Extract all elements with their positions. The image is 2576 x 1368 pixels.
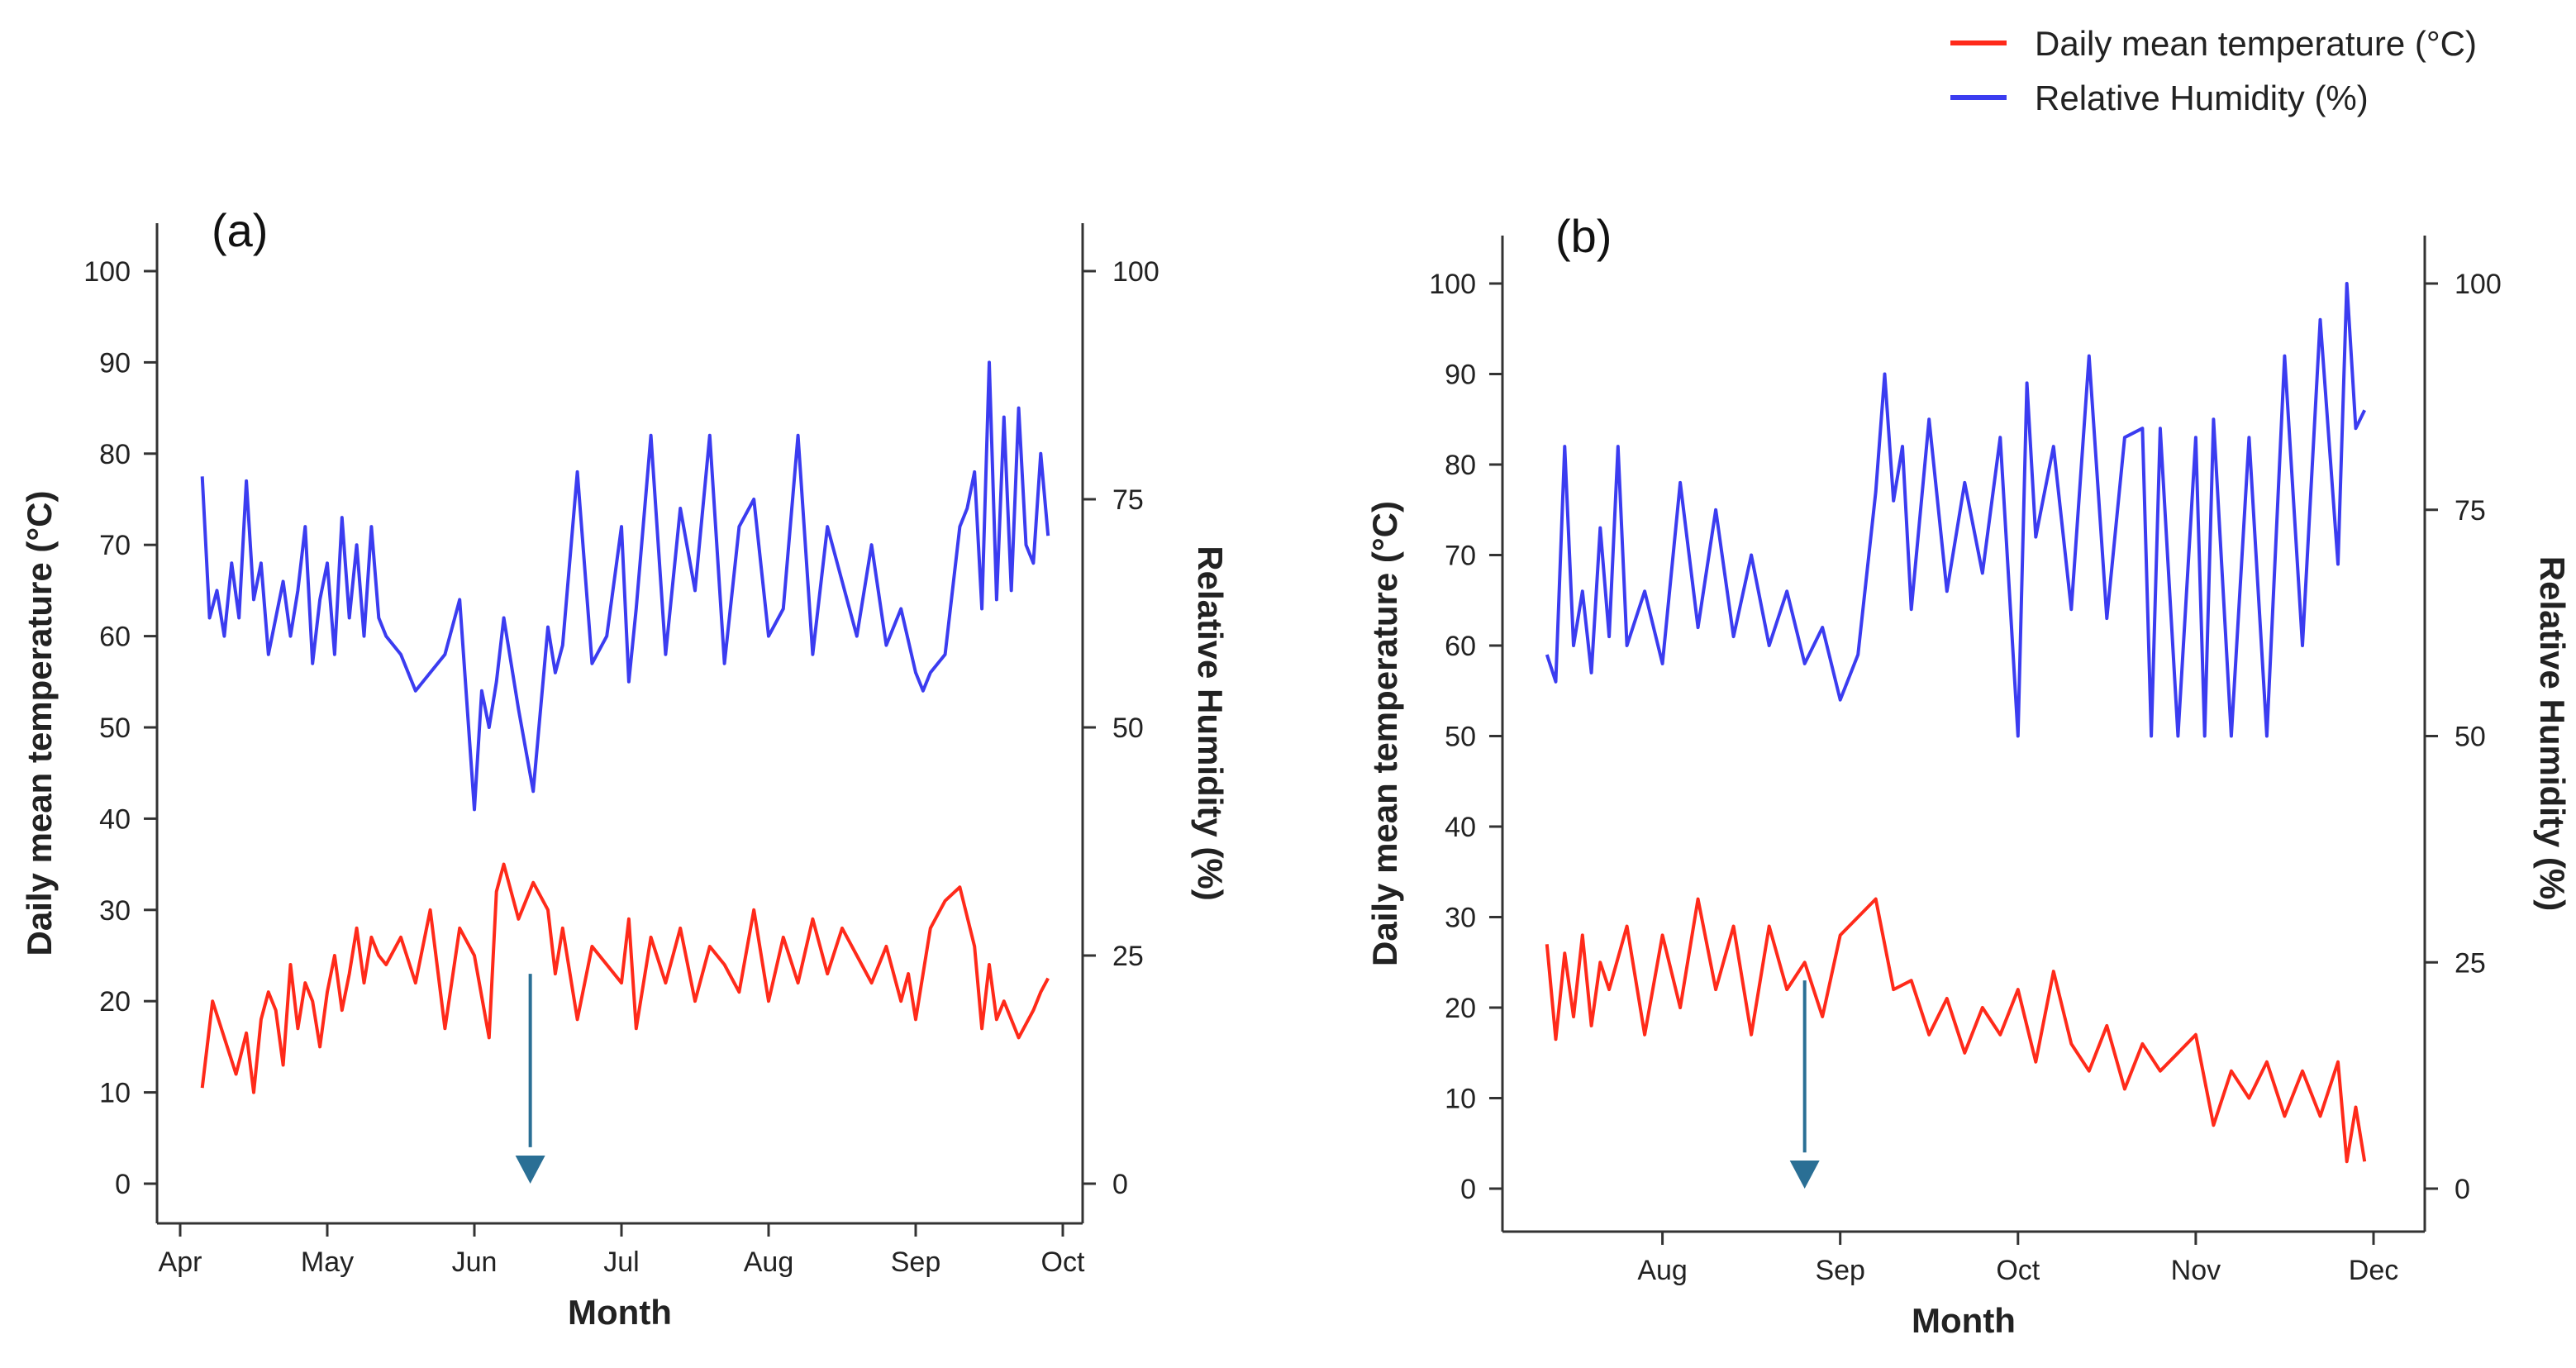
- legend: Daily mean temperature (°C) Relative Hum…: [1950, 24, 2477, 117]
- y-tick-label: 80: [1445, 450, 1476, 481]
- y2-axis-title: Relative Humidity (%): [1191, 546, 1230, 900]
- panel-label: (a): [212, 204, 268, 256]
- y-tick-label: 30: [1445, 903, 1476, 934]
- x-axis-title: Month: [568, 1293, 672, 1332]
- x-tick-label: Sep: [1815, 1255, 1865, 1286]
- legend-label-humidity: Relative Humidity (%): [2035, 79, 2369, 117]
- x-tick-label: Sep: [891, 1246, 941, 1278]
- y-tick-label: 80: [99, 439, 131, 470]
- temperature-line-a: [200, 862, 1050, 1094]
- y-tick-label: 60: [99, 622, 131, 653]
- y-tick-label: 50: [1445, 722, 1476, 753]
- annotation-arrow: [1789, 980, 1820, 1189]
- panel-a: 0 10 20 30 40 50 60 70 80 90 100 0 25 50 75 100 Apr May Ju…: [20, 204, 1230, 1332]
- arrow-head: [515, 1156, 545, 1184]
- x-tick-label: Aug: [1637, 1255, 1688, 1286]
- y-tick-label: 30: [99, 895, 131, 927]
- y-tick-label: 20: [1445, 993, 1476, 1024]
- legend-label-temperature: Daily mean temperature (°C): [2035, 24, 2477, 63]
- x-tick-label: Jul: [603, 1246, 639, 1278]
- x-tick-label: Aug: [744, 1246, 794, 1278]
- y2-tick-label: 75: [1112, 484, 1144, 516]
- x-tick-label: May: [301, 1246, 354, 1278]
- y-tick-label: 10: [99, 1078, 131, 1109]
- y2-tick-label: 50: [2455, 722, 2486, 753]
- y-tick-label: 90: [99, 347, 131, 379]
- y2-tick-label: 25: [2455, 947, 2486, 979]
- y-tick-label: 40: [99, 803, 131, 835]
- y2-tick-label: 50: [1112, 713, 1144, 744]
- x-tick-label: Apr: [159, 1246, 202, 1278]
- y-tick-label: 40: [1445, 812, 1476, 843]
- y2-tick-label: 25: [1112, 941, 1144, 972]
- y-tick-label: 50: [99, 713, 131, 744]
- y-tick-label: 20: [99, 986, 131, 1018]
- panel-label: (b): [1555, 210, 1612, 262]
- y-axis-title: Daily mean temperature (°C): [1365, 501, 1404, 966]
- y-tick-label: 60: [1445, 631, 1476, 662]
- y-tick-label: 70: [1445, 541, 1476, 572]
- y-tick-label: 10: [1445, 1084, 1476, 1115]
- x-axis-title: Month: [1912, 1301, 2016, 1340]
- x-tick-label: Oct: [1041, 1246, 1085, 1278]
- y-tick-label: 90: [1445, 360, 1476, 391]
- panel-b: 0 10 20 30 40 50 60 70 80 90 100 0 25 50 75 100 Aug Sep Oc…: [1365, 210, 2572, 1340]
- y-tick-label: 70: [99, 530, 131, 561]
- y-axis-title: Daily mean temperature (°C): [20, 491, 59, 956]
- x-tick-label: Oct: [1996, 1255, 2040, 1286]
- y-tick-label: 100: [83, 256, 131, 288]
- x-tick-label: Dec: [2349, 1255, 2398, 1286]
- humidity-line-b: [1545, 282, 2366, 738]
- x-tick-label: Jun: [452, 1246, 498, 1278]
- y-tick-label: 100: [1429, 269, 1476, 300]
- temperature-line-b: [1545, 897, 2367, 1164]
- y-tick-label: 0: [115, 1169, 131, 1200]
- annotation-arrow: [515, 974, 545, 1184]
- x-tick-label: Nov: [2171, 1255, 2221, 1286]
- y2-tick-label: 0: [1112, 1169, 1128, 1200]
- arrow-head: [1789, 1161, 1820, 1189]
- y2-tick-label: 0: [2455, 1174, 2470, 1205]
- y-tick-label: 0: [1460, 1174, 1476, 1205]
- y2-tick-label: 100: [1112, 256, 1159, 288]
- humidity-line-a: [200, 360, 1050, 812]
- y2-axis-title: Relative Humidity (%): [2533, 556, 2572, 911]
- y2-tick-label: 75: [2455, 495, 2486, 527]
- y2-tick-label: 100: [2455, 269, 2502, 300]
